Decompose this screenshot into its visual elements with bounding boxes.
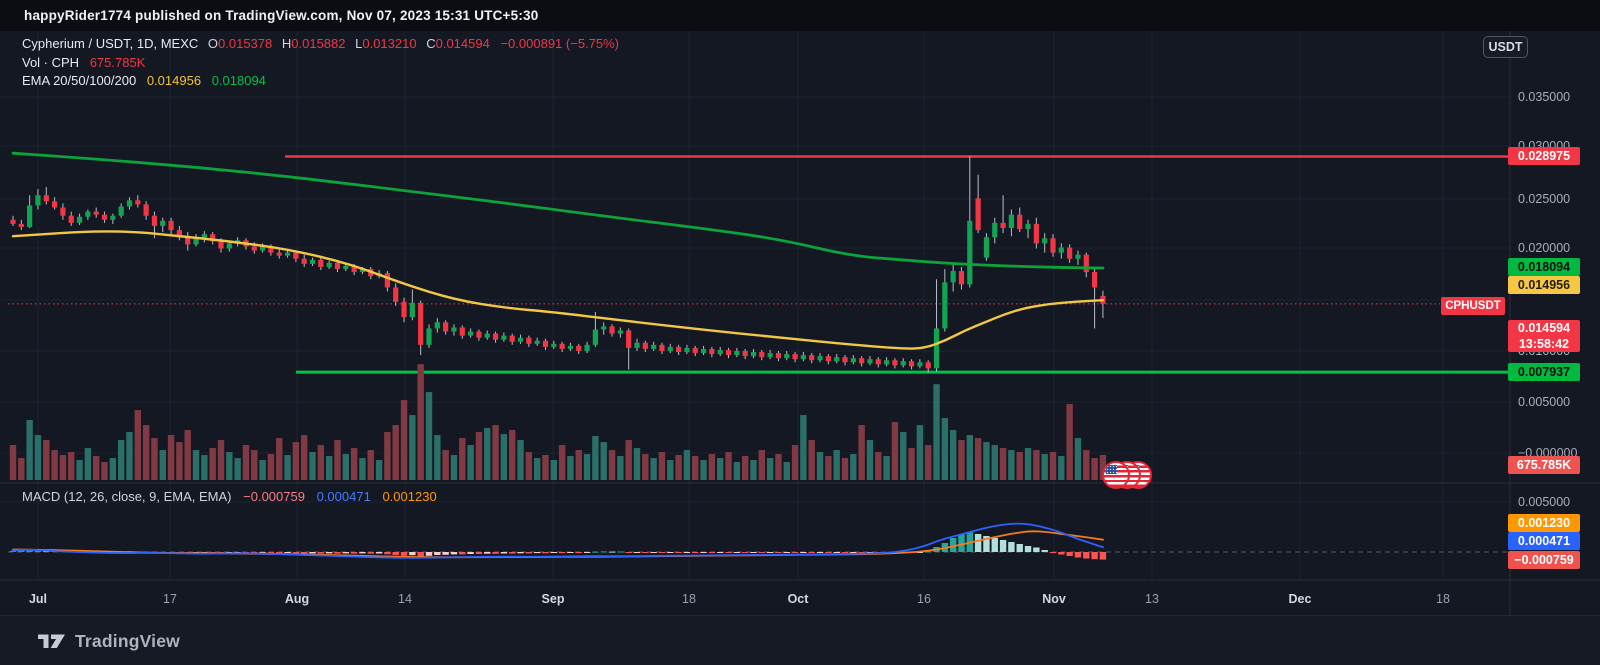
low-label: L [355, 36, 363, 51]
change-value: −0.000891 (−5.75%) [500, 36, 620, 51]
currency-toggle-button[interactable]: USDT [1483, 36, 1528, 58]
macd-legend: MACD (12, 26, close, 9, EMA, EMA) −0.000… [22, 489, 437, 504]
ema-slow-value: 0.018094 [211, 73, 266, 88]
time-scale-label: 17 [163, 592, 177, 606]
ema-label: EMA 20/50/100/200 [22, 73, 137, 88]
last-price-value: 0.014594 [1517, 321, 1571, 335]
price-scale-badge: 0.028975 [1508, 147, 1580, 165]
macd-signal-value: 0.001230 [382, 489, 437, 504]
tradingview-logo-icon [38, 634, 65, 648]
chart-svg[interactable] [0, 31, 1600, 615]
high-value: 0.015882 [291, 36, 346, 51]
close-value: 0.014594 [435, 36, 490, 51]
price-scale-tick: 0.025000 [1518, 192, 1571, 206]
time-scale-label: Oct [787, 592, 809, 606]
price-scale-tick: 0.035000 [1518, 90, 1571, 104]
price-scale-badge: 0.001230 [1508, 514, 1580, 532]
footer-bar: TradingView [0, 615, 1600, 665]
symbol-price-tag: CPHUSDT [1441, 297, 1505, 315]
ema-fast-value: 0.014956 [146, 73, 202, 88]
macd-line-value: 0.000471 [316, 489, 371, 504]
last-price-badge: 0.014594 13:58:42 [1508, 320, 1580, 352]
symbol-legend: Cypherium / USDT, 1D, MEXC O0.015378 H0.… [22, 35, 619, 91]
open-value: 0.015378 [218, 36, 273, 51]
bar-countdown: 13:58:42 [1518, 337, 1570, 351]
time-scale-label: 14 [398, 592, 412, 606]
price-scale-badge: 0.007937 [1508, 363, 1580, 381]
volume-value: 675.785K [89, 54, 146, 70]
volume-label: Vol · CPH [22, 54, 80, 70]
time-scale-label: Sep [541, 592, 565, 606]
us-flag-icon [1102, 461, 1130, 489]
symbol-title: Cypherium / USDT, 1D, MEXC [22, 36, 199, 51]
price-scale-tick: 0.005000 [1518, 495, 1571, 509]
price-scale-badge: −0.000759 [1508, 551, 1580, 569]
time-scale-label: 13 [1145, 592, 1159, 606]
time-scale-label: Nov [1042, 592, 1066, 606]
low-value: 0.013210 [362, 36, 417, 51]
open-label: O [207, 36, 219, 51]
time-scale-label: Dec [1288, 592, 1312, 606]
macd-hist-value: −0.000759 [243, 489, 305, 504]
volume-row: Vol · CPH 675.785K [22, 54, 619, 73]
price-scale-badge: 0.018094 [1508, 258, 1580, 276]
publish-header-text: happyRider1774 published on TradingView.… [24, 8, 539, 23]
ohlc-row: Cypherium / USDT, 1D, MEXC O0.015378 H0.… [22, 35, 619, 54]
macd-label: MACD (12, 26, close, 9, EMA, EMA) [22, 489, 232, 504]
reaction-flags [1102, 461, 1152, 489]
price-scale-badge: 675.785K [1508, 456, 1580, 474]
publish-header: happyRider1774 published on TradingView.… [0, 0, 1600, 31]
time-scale-label: 18 [682, 592, 696, 606]
ema-row: EMA 20/50/100/200 0.014956 0.018094 [22, 72, 619, 91]
tradingview-logo-text: TradingView [75, 630, 180, 651]
time-scale-label: Jul [28, 592, 48, 606]
price-scale-badge: 0.000471 [1508, 532, 1580, 550]
close-label: C [426, 36, 436, 51]
price-scale-tick: 0.020000 [1518, 241, 1571, 255]
price-scale-tick: 0.005000 [1518, 395, 1571, 409]
time-scale-label: 18 [1436, 592, 1450, 606]
chart-area[interactable]: Cypherium / USDT, 1D, MEXC O0.015378 H0.… [0, 31, 1600, 615]
high-label: H [281, 36, 292, 51]
time-scale-label: 16 [917, 592, 931, 606]
time-scale-label: Aug [284, 592, 310, 606]
tradingview-logo[interactable]: TradingView [38, 631, 180, 652]
price-scale-badge: 0.014956 [1508, 276, 1580, 294]
